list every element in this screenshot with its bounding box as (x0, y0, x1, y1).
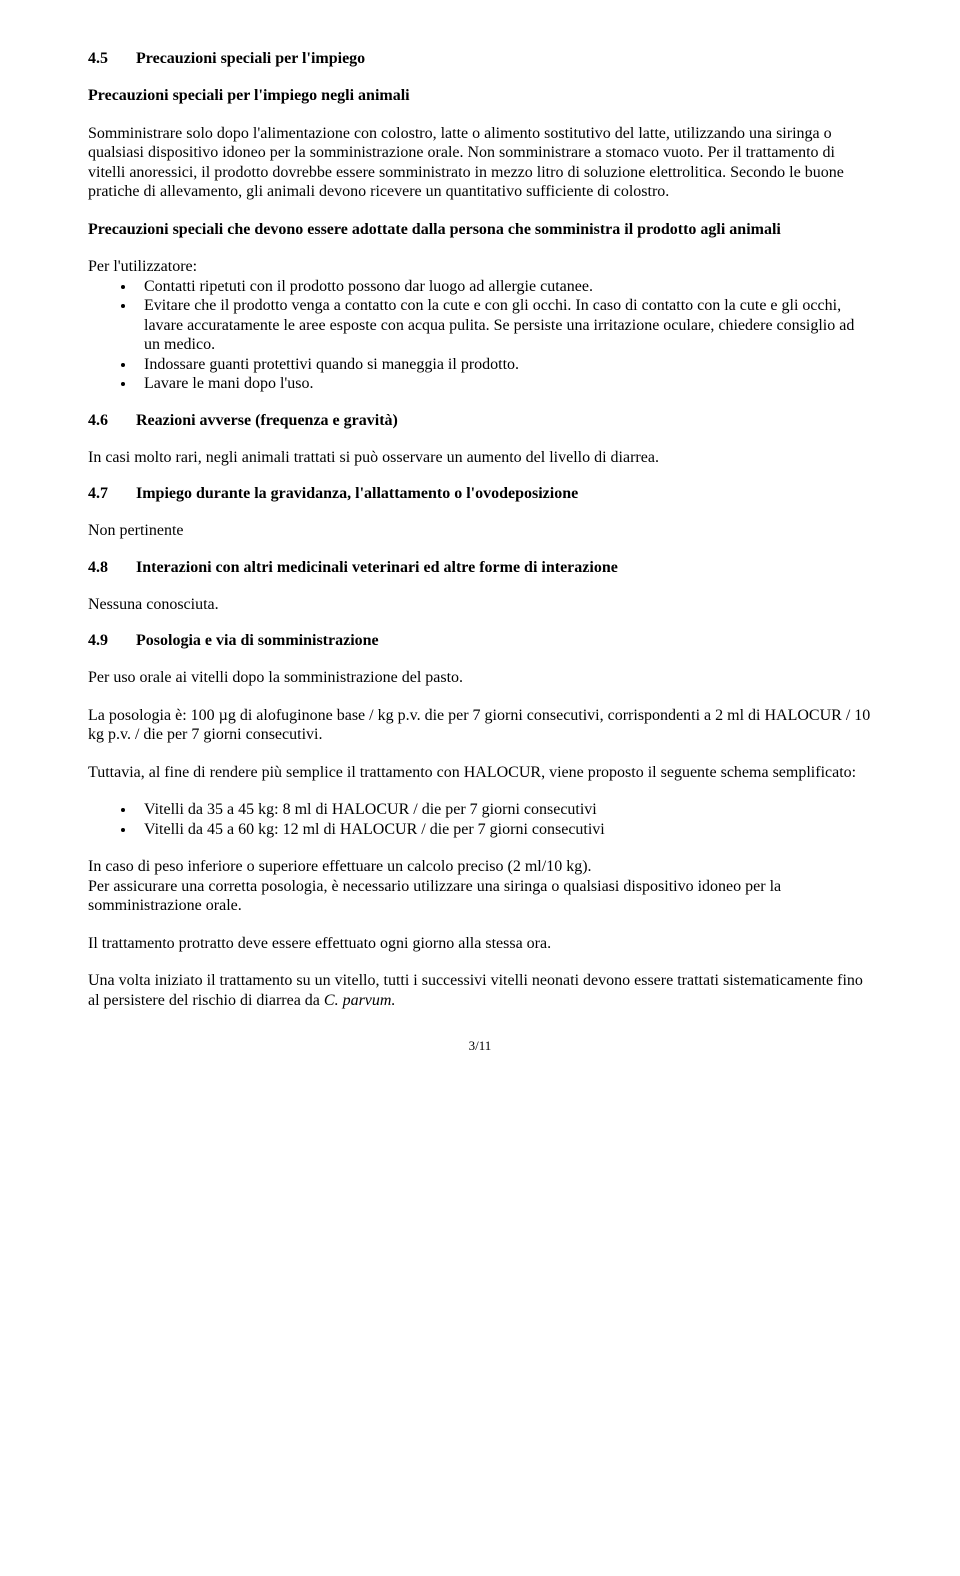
section-number: 4.7 (88, 485, 136, 503)
list-item: Contatti ripetuti con il prodotto posson… (136, 277, 872, 297)
paragraph: Per uso orale ai vitelli dopo la sommini… (88, 668, 872, 688)
section-4-5-heading: 4.5Precauzioni speciali per l'impiego (88, 50, 872, 68)
paragraph: In caso di peso inferiore o superiore ef… (88, 857, 872, 877)
paragraph: Il trattamento protratto deve essere eff… (88, 934, 872, 954)
user-intro: Per l'utilizzatore: (88, 257, 872, 277)
paragraph: La posologia è: 100 µg di alofuginone ba… (88, 706, 872, 745)
user-precautions-list: Contatti ripetuti con il prodotto posson… (88, 277, 872, 394)
section-title: Interazioni con altri medicinali veterin… (136, 559, 618, 576)
list-item: Vitelli da 45 a 60 kg: 12 ml di HALOCUR … (136, 820, 872, 840)
subheading-animal-precautions: Precauzioni speciali per l'impiego negli… (88, 86, 872, 106)
section-4-7-heading: 4.7Impiego durante la gravidanza, l'alla… (88, 485, 872, 503)
section-4-9-heading: 4.9Posologia e via di somministrazione (88, 632, 872, 650)
paragraph: Una volta iniziato il trattamento su un … (88, 971, 872, 1010)
section-number: 4.6 (88, 412, 136, 430)
section-number: 4.9 (88, 632, 136, 650)
document-page: 4.5Precauzioni speciali per l'impiego Pr… (0, 0, 960, 1094)
section-4-8-heading: 4.8Interazioni con altri medicinali vete… (88, 559, 872, 577)
page-number: 3/11 (88, 1038, 872, 1054)
paragraph: Non pertinente (88, 521, 872, 541)
dosage-schema-list: Vitelli da 35 a 45 kg: 8 ml di HALOCUR /… (88, 800, 872, 839)
list-item: Evitare che il prodotto venga a contatto… (136, 296, 872, 355)
section-number: 4.8 (88, 559, 136, 577)
paragraph: In casi molto rari, negli animali tratta… (88, 448, 872, 468)
list-item: Indossare guanti protettivi quando si ma… (136, 355, 872, 375)
paragraph: Tuttavia, al fine di rendere più semplic… (88, 763, 872, 783)
list-item: Lavare le mani dopo l'uso. (136, 374, 872, 394)
section-title: Precauzioni speciali per l'impiego (136, 50, 365, 67)
section-4-6-heading: 4.6Reazioni avverse (frequenza e gravità… (88, 412, 872, 430)
section-title: Impiego durante la gravidanza, l'allatta… (136, 485, 578, 502)
section-number: 4.5 (88, 50, 136, 68)
paragraph-text: Una volta iniziato il trattamento su un … (88, 972, 863, 1009)
subheading-person-precautions: Precauzioni speciali che devono essere a… (88, 220, 872, 240)
paragraph: Per assicurare una corretta posologia, è… (88, 877, 872, 916)
paragraph: Nessuna conosciuta. (88, 595, 872, 615)
species-name: C. parvum. (324, 992, 396, 1009)
section-title: Posologia e via di somministrazione (136, 632, 379, 649)
paragraph-animal-precautions: Somministrare solo dopo l'alimentazione … (88, 124, 872, 202)
section-title: Reazioni avverse (frequenza e gravità) (136, 412, 398, 429)
list-item: Vitelli da 35 a 45 kg: 8 ml di HALOCUR /… (136, 800, 872, 820)
